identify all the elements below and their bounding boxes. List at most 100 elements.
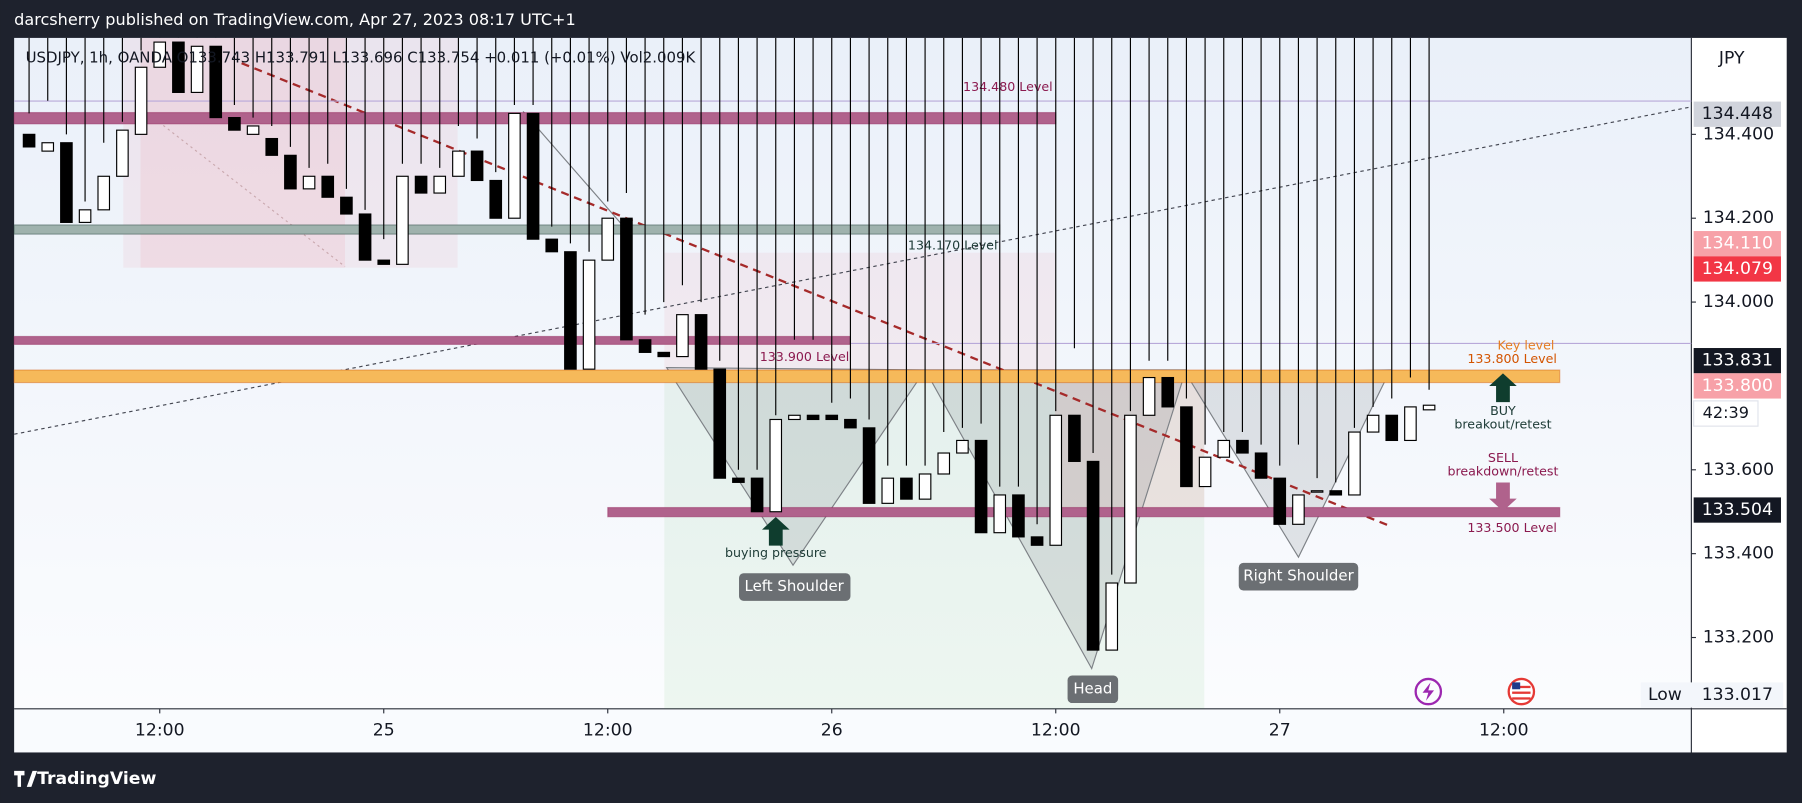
- y-tick-label: 134.400: [1703, 124, 1774, 144]
- currency: JPY: [1718, 49, 1745, 69]
- key-level: Key level: [1497, 337, 1554, 352]
- candle-body: [881, 477, 895, 504]
- candle-body: [1310, 490, 1324, 493]
- candle-body: [153, 41, 167, 68]
- level-band: [607, 506, 1561, 518]
- low-bg: [1640, 682, 1784, 708]
- candle-body: [340, 196, 353, 215]
- axes: 133.200 133.400 133.600 134.000 134.200 134.4…: [135, 101, 1784, 741]
- candle-body: [806, 414, 820, 421]
- candle-body: [1217, 439, 1231, 458]
- candle-body: [22, 133, 36, 148]
- level-label: 133.800 Level: [1467, 351, 1557, 366]
- x-tick-label: 12:00: [1031, 721, 1081, 741]
- candle-body: [1385, 414, 1399, 442]
- price-label-bg: [1693, 348, 1781, 374]
- candle-body: [1292, 494, 1305, 525]
- candle-body: [750, 477, 764, 513]
- flag-stripe: [1512, 697, 1531, 700]
- candle-body: [713, 368, 727, 479]
- candle-body: [825, 414, 839, 421]
- candle-body: [657, 351, 671, 358]
- logo: [14, 770, 38, 787]
- x-tick-label: 27: [1269, 721, 1291, 741]
- left-shoulder-shape: [665, 367, 927, 567]
- candle-body: [694, 314, 708, 370]
- buy-note: breakout/retest: [1454, 417, 1551, 432]
- candle-body: [246, 125, 260, 135]
- candle-body: [1273, 477, 1287, 525]
- y-tick-label: 134.200: [1703, 208, 1774, 228]
- candle-body: [1366, 414, 1380, 433]
- low-label: Low: [1648, 685, 1682, 705]
- zone: [664, 252, 1055, 380]
- candle-body: [452, 150, 465, 177]
- candle-body: [321, 175, 335, 198]
- candle-body: [582, 259, 596, 370]
- label-box: [1238, 562, 1359, 591]
- candle-body: [1012, 494, 1025, 538]
- countdown: 42:39: [1703, 403, 1749, 422]
- candle-body: [489, 179, 503, 219]
- level-label: 133.900 Level: [760, 349, 850, 364]
- candle-body: [396, 175, 409, 265]
- candle-body: [788, 414, 801, 421]
- candle-body: [601, 217, 615, 261]
- candle-body: [265, 137, 279, 156]
- publisher-line: darcsherry published on TradingView.com,…: [14, 10, 576, 29]
- y-tick-label: 133.400: [1703, 544, 1774, 564]
- price-label-bg: [1693, 231, 1781, 257]
- trend-line: [149, 114, 346, 267]
- legend: USDJPY, 1h, OANDA O133.743 H133.791 L133…: [26, 49, 697, 67]
- candle-body: [414, 175, 428, 194]
- candle-body: [116, 129, 129, 177]
- candle-body: [470, 150, 484, 182]
- sell-note: SELL: [1488, 450, 1518, 465]
- candle-body: [769, 418, 783, 513]
- candle-body: [937, 452, 951, 475]
- y-tick-label: 133.600: [1703, 460, 1774, 480]
- event-icon: [1422, 682, 1435, 701]
- candle-body: [209, 45, 223, 119]
- candle-body: [41, 142, 55, 152]
- candle-body: [1124, 414, 1137, 584]
- candle-body: [433, 175, 447, 194]
- candle-body: [1180, 406, 1193, 488]
- candle-body: [1086, 460, 1100, 651]
- price-label: 133.504: [1702, 500, 1773, 520]
- candle-body: [1254, 452, 1268, 479]
- trend-line: [522, 111, 627, 231]
- candle-body: [60, 142, 73, 223]
- label-box: [739, 573, 851, 601]
- candle-body: [545, 238, 559, 253]
- y-tick-label: 133.200: [1703, 628, 1774, 648]
- candle-body: [1329, 490, 1343, 496]
- candle-body: [508, 112, 521, 219]
- brand: TradingView: [37, 769, 156, 789]
- countdown-bg: [1693, 400, 1759, 427]
- price-label: 134.448: [1702, 104, 1773, 124]
- zone: [664, 379, 1205, 709]
- level-label: 133.500 Level: [1467, 520, 1557, 535]
- candle-body: [1068, 414, 1081, 462]
- event-icon[interactable]: [1414, 677, 1443, 706]
- time-axis: [14, 708, 1692, 753]
- candle-body: [900, 477, 913, 500]
- price-label: 134.079: [1702, 259, 1773, 279]
- price-label: 133.800: [1702, 376, 1773, 396]
- low-value: 133.017: [1702, 685, 1773, 705]
- pattern-label: Right Shoulder: [1243, 567, 1354, 585]
- candles: [22, 37, 1436, 651]
- candle-body: [638, 339, 652, 353]
- price-label: 133.831: [1702, 351, 1773, 371]
- level-label: 134.170 Level: [908, 237, 998, 252]
- flag-canton: [1512, 682, 1521, 690]
- pattern-label: Head: [1073, 679, 1112, 697]
- candle-body: [993, 494, 1007, 534]
- candle-body: [732, 477, 745, 483]
- x-tick-label: 12:00: [135, 721, 185, 741]
- candle-body: [1422, 404, 1436, 411]
- candle-body: [526, 112, 540, 240]
- candle-body: [1142, 376, 1156, 416]
